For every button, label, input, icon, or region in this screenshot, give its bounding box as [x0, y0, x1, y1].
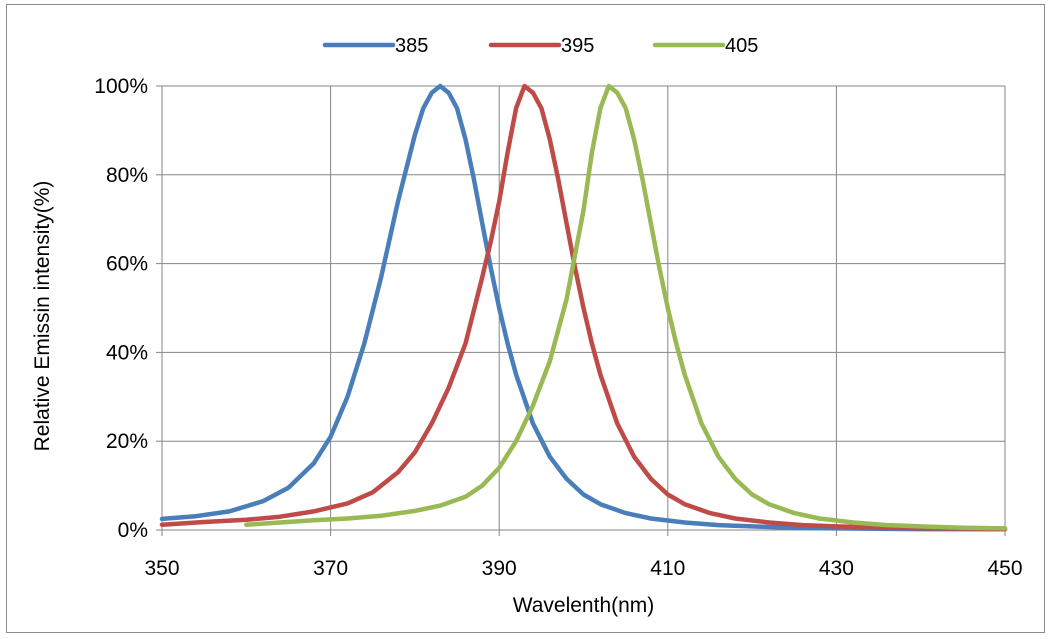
x-tick-label: 430: [819, 557, 854, 580]
x-tick-label: 370: [313, 557, 348, 580]
y-tick-label: 60%: [106, 253, 148, 276]
legend-label-395: 395: [561, 35, 594, 57]
series-line-385: [159, 83, 1008, 532]
legend-label-385: 385: [395, 35, 428, 57]
x-tick-label: 390: [482, 557, 517, 580]
y-tick-labels: 0% 20% 40% 60% 80% 100%: [94, 75, 148, 542]
plot-area-border: [156, 85, 1006, 536]
legend: 385 395 405: [322, 35, 758, 57]
y-tick-label: 100%: [94, 75, 148, 98]
legend-label-405: 405: [725, 35, 758, 57]
y-tick-label: 40%: [106, 341, 148, 364]
y-tick-label: 80%: [106, 164, 148, 187]
x-axis-title: Wavelenth(nm): [513, 594, 655, 617]
series-lines: [159, 83, 1008, 532]
y-axis-title: Relative Emissin intensity(%): [31, 181, 54, 452]
grid-lines: [162, 85, 1006, 530]
series-line-395: [159, 83, 1008, 532]
series-line-405: [244, 83, 1008, 531]
y-tick-label: 0%: [118, 519, 148, 542]
y-tick-label: 20%: [106, 430, 148, 453]
x-tick-label: 450: [987, 557, 1022, 580]
x-tick-label: 410: [650, 557, 685, 580]
x-tick-label: 350: [144, 557, 179, 580]
x-tick-labels: 350 370 390 410 430 450: [144, 557, 1022, 580]
